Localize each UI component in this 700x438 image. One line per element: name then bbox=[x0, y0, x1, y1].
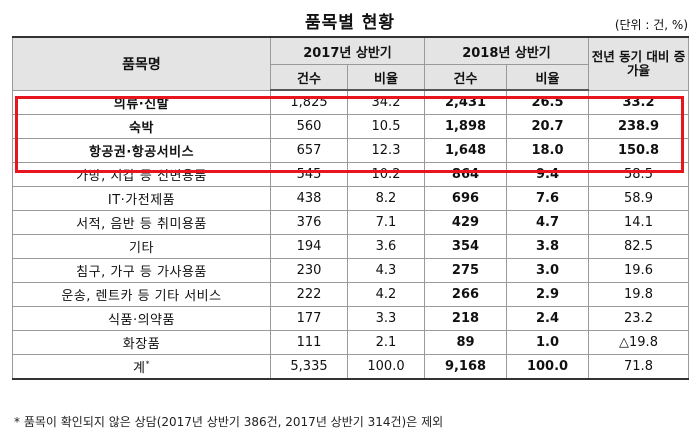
row-2018-count: 354 bbox=[424, 234, 507, 259]
total-row: 계* 5,335 100.0 9,168 100.0 71.8 bbox=[12, 354, 689, 380]
table-row: IT·가전제품 438 8.2 696 7.6 58.9 bbox=[12, 186, 689, 211]
row-yoy-change: 238.9 bbox=[588, 114, 689, 139]
total-2018-ratio: 100.0 bbox=[506, 354, 589, 380]
header-2018-ratio: 비율 bbox=[506, 64, 589, 91]
header-2017-count: 건수 bbox=[270, 64, 348, 91]
row-2018-ratio: 7.6 bbox=[506, 186, 589, 211]
row-2018-ratio: 26.5 bbox=[506, 89, 589, 115]
header-2017-h1: 2017년 상반기 bbox=[270, 36, 425, 65]
row-2018-count: 1,648 bbox=[424, 138, 507, 163]
row-2017-ratio: 2.1 bbox=[347, 330, 425, 355]
row-item-name: 식품·의약품 bbox=[12, 306, 271, 331]
row-yoy-change: 82.5 bbox=[588, 234, 689, 259]
header-item-name: 품목명 bbox=[12, 36, 271, 91]
total-label: 계* bbox=[12, 354, 271, 380]
row-yoy-change: 19.6 bbox=[588, 258, 689, 283]
row-item-name: 운송, 렌트카 등 기타 서비스 bbox=[12, 282, 271, 307]
row-2017-count: 222 bbox=[270, 282, 348, 307]
row-2017-count: 545 bbox=[270, 162, 348, 187]
row-2018-count: 266 bbox=[424, 282, 507, 307]
row-yoy-change: 19.8 bbox=[588, 282, 689, 307]
table-row: 가방, 지갑 등 신변용품 545 10.2 864 9.4 58.5 bbox=[12, 162, 689, 187]
table-row: 화장품 111 2.1 89 1.0 △19.8 bbox=[12, 330, 689, 355]
total-2017-ratio: 100.0 bbox=[347, 354, 425, 380]
row-2018-count: 696 bbox=[424, 186, 507, 211]
row-2018-ratio: 3.8 bbox=[506, 234, 589, 259]
header-2018-count: 건수 bbox=[424, 64, 507, 91]
row-item-name: 가방, 지갑 등 신변용품 bbox=[12, 162, 271, 187]
total-2018-count: 9,168 bbox=[424, 354, 507, 380]
row-2017-ratio: 12.3 bbox=[347, 138, 425, 163]
row-2017-ratio: 8.2 bbox=[347, 186, 425, 211]
table-row: 운송, 렌트카 등 기타 서비스 222 4.2 266 2.9 19.8 bbox=[12, 282, 689, 307]
row-2018-ratio: 3.0 bbox=[506, 258, 589, 283]
row-2017-count: 376 bbox=[270, 210, 348, 235]
row-item-name: 서적, 음반 등 취미용품 bbox=[12, 210, 271, 235]
row-item-name: 화장품 bbox=[12, 330, 271, 355]
row-2017-ratio: 4.2 bbox=[347, 282, 425, 307]
row-2017-count: 438 bbox=[270, 186, 348, 211]
row-item-name: 숙박 bbox=[12, 114, 271, 139]
footnote: * 품목이 확인되지 않은 상담(2017년 상반기 386건, 2017년 상… bbox=[14, 415, 444, 429]
row-2017-count: 1,825 bbox=[270, 89, 348, 115]
row-2018-ratio: 2.4 bbox=[506, 306, 589, 331]
row-yoy-change: 14.1 bbox=[588, 210, 689, 235]
table-row: 항공권·항공서비스 657 12.3 1,648 18.0 150.8 bbox=[12, 138, 689, 163]
row-item-name: 침구, 가구 등 가사용품 bbox=[12, 258, 271, 283]
row-2018-ratio: 4.7 bbox=[506, 210, 589, 235]
row-item-name: 항공권·항공서비스 bbox=[12, 138, 271, 163]
row-2018-ratio: 18.0 bbox=[506, 138, 589, 163]
row-2017-ratio: 4.3 bbox=[347, 258, 425, 283]
row-2018-count: 429 bbox=[424, 210, 507, 235]
header-yoy-change: 전년 동기 대비 증가율 bbox=[588, 36, 689, 91]
row-yoy-change: 150.8 bbox=[588, 138, 689, 163]
row-2017-ratio: 34.2 bbox=[347, 89, 425, 115]
row-2018-ratio: 2.9 bbox=[506, 282, 589, 307]
row-item-name: 기타 bbox=[12, 234, 271, 259]
unit-label: (단위 : 건, %) bbox=[614, 18, 688, 32]
row-2018-count: 1,898 bbox=[424, 114, 507, 139]
row-2017-count: 194 bbox=[270, 234, 348, 259]
row-2018-ratio: 20.7 bbox=[506, 114, 589, 139]
row-2017-ratio: 7.1 bbox=[347, 210, 425, 235]
table-row: 의류·신발 1,825 34.2 2,431 26.5 33.2 bbox=[12, 89, 689, 115]
row-2017-count: 111 bbox=[270, 330, 348, 355]
total-footnote-mark: * bbox=[145, 359, 150, 369]
row-2018-ratio: 1.0 bbox=[506, 330, 589, 355]
row-2018-count: 864 bbox=[424, 162, 507, 187]
row-yoy-change: 33.2 bbox=[588, 89, 689, 115]
row-yoy-change: 58.5 bbox=[588, 162, 689, 187]
table-title: 품목별 현황 bbox=[304, 13, 396, 33]
item-status-table: 품목명 2017년 상반기 2018년 상반기 전년 동기 대비 증가율 건수 … bbox=[12, 36, 689, 380]
row-2018-ratio: 9.4 bbox=[506, 162, 589, 187]
row-item-name: 의류·신발 bbox=[12, 89, 271, 115]
table-row: 서적, 음반 등 취미용품 376 7.1 429 4.7 14.1 bbox=[12, 210, 689, 235]
row-2017-ratio: 10.2 bbox=[347, 162, 425, 187]
row-2018-count: 275 bbox=[424, 258, 507, 283]
row-2018-count: 89 bbox=[424, 330, 507, 355]
row-2017-count: 657 bbox=[270, 138, 348, 163]
total-2017-count: 5,335 bbox=[270, 354, 348, 380]
row-2017-ratio: 3.6 bbox=[347, 234, 425, 259]
row-2017-count: 230 bbox=[270, 258, 348, 283]
table-row: 기타 194 3.6 354 3.8 82.5 bbox=[12, 234, 689, 259]
row-yoy-change: 58.9 bbox=[588, 186, 689, 211]
row-yoy-change: △19.8 bbox=[588, 330, 689, 355]
header-2017-ratio: 비율 bbox=[347, 64, 425, 91]
table-row: 침구, 가구 등 가사용품 230 4.3 275 3.0 19.6 bbox=[12, 258, 689, 283]
total-yoy-change: 71.8 bbox=[588, 354, 689, 380]
row-2017-ratio: 3.3 bbox=[347, 306, 425, 331]
table-row: 숙박 560 10.5 1,898 20.7 238.9 bbox=[12, 114, 689, 139]
row-yoy-change: 23.2 bbox=[588, 306, 689, 331]
header-2018-h1: 2018년 상반기 bbox=[424, 36, 589, 65]
row-item-name: IT·가전제품 bbox=[12, 186, 271, 211]
row-2017-count: 560 bbox=[270, 114, 348, 139]
row-2017-count: 177 bbox=[270, 306, 348, 331]
row-2017-ratio: 10.5 bbox=[347, 114, 425, 139]
total-label-text: 계 bbox=[133, 361, 146, 376]
row-2018-count: 218 bbox=[424, 306, 507, 331]
row-2018-count: 2,431 bbox=[424, 89, 507, 115]
table-row: 식품·의약품 177 3.3 218 2.4 23.2 bbox=[12, 306, 689, 331]
